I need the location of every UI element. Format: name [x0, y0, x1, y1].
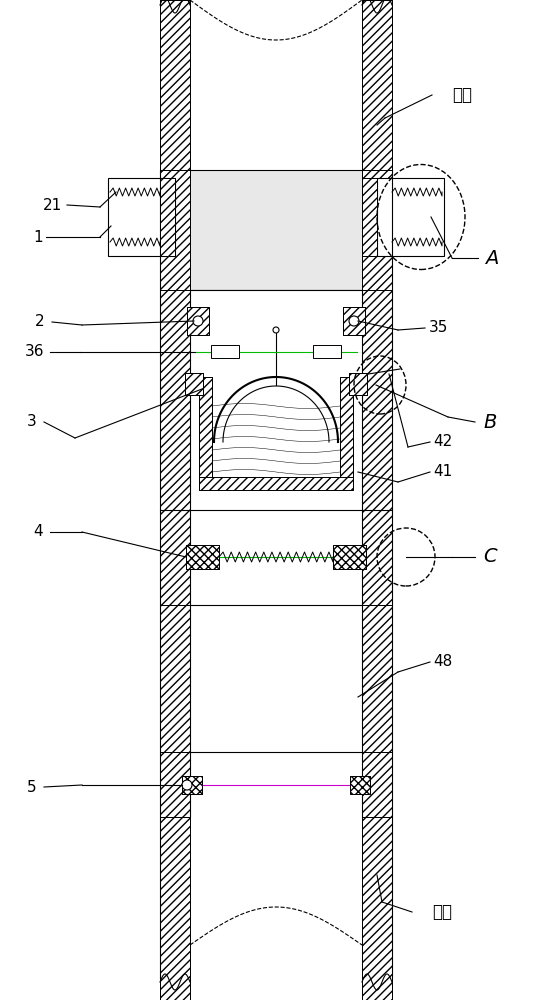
Text: 2: 2 [35, 314, 45, 330]
Bar [182, 776, 202, 794]
Circle shape [273, 327, 279, 333]
Bar [160, 178, 175, 256]
Bar [211, 345, 239, 358]
Bar [362, 178, 377, 256]
Bar [186, 545, 219, 569]
Circle shape [193, 316, 203, 326]
Bar [333, 545, 366, 569]
Bar [343, 307, 365, 335]
Bar [350, 776, 370, 794]
Bar [185, 373, 203, 395]
Bar [160, 290, 190, 510]
Bar [362, 170, 392, 290]
Bar [340, 377, 353, 490]
Text: 41: 41 [434, 464, 452, 480]
Bar [186, 545, 219, 569]
Bar [199, 377, 212, 490]
Bar [349, 373, 367, 395]
Bar [160, 290, 190, 510]
Bar [160, 510, 190, 605]
Text: C: C [483, 548, 497, 566]
Bar [362, 752, 392, 817]
Bar [362, 290, 392, 510]
Text: 35: 35 [429, 320, 448, 336]
Bar [362, 817, 392, 1000]
Bar [199, 477, 353, 490]
Circle shape [182, 780, 192, 790]
Bar [362, 510, 392, 605]
Bar [199, 377, 212, 490]
Bar [182, 776, 202, 794]
Bar [160, 817, 190, 1000]
Bar [190, 605, 362, 752]
Text: B: B [483, 412, 497, 432]
Text: 3: 3 [27, 414, 37, 430]
Bar [160, 0, 190, 170]
Bar [349, 373, 367, 395]
Bar [362, 178, 377, 256]
Bar [190, 0, 362, 170]
Bar [362, 752, 392, 817]
Bar [313, 345, 341, 358]
Bar [190, 817, 362, 1000]
Bar [160, 0, 190, 170]
Text: 4: 4 [33, 524, 43, 540]
Bar [160, 170, 190, 290]
Bar [160, 605, 190, 752]
Text: 42: 42 [434, 434, 452, 450]
Circle shape [349, 316, 359, 326]
Bar [160, 817, 190, 1000]
Bar [185, 373, 203, 395]
Bar [362, 0, 392, 170]
Text: 1: 1 [33, 230, 43, 244]
Bar [340, 377, 353, 490]
Bar [160, 510, 190, 605]
Text: 48: 48 [434, 654, 452, 670]
Bar [160, 752, 190, 817]
Text: 管道: 管道 [432, 903, 452, 921]
Bar [160, 605, 190, 752]
Bar [362, 605, 392, 752]
Text: 36: 36 [25, 344, 45, 360]
Bar [190, 170, 362, 290]
Text: 21: 21 [43, 198, 61, 213]
Bar [377, 178, 444, 256]
Bar [199, 477, 353, 490]
Text: 管道: 管道 [452, 86, 472, 104]
Bar [362, 605, 392, 752]
Bar [187, 307, 209, 335]
Bar [362, 290, 392, 510]
Text: A: A [486, 248, 499, 267]
Bar [160, 178, 175, 256]
Bar [108, 178, 175, 256]
Bar [362, 817, 392, 1000]
Bar [362, 170, 392, 290]
Bar [190, 290, 362, 510]
Bar [343, 307, 365, 335]
Bar [187, 307, 209, 335]
Bar [333, 545, 366, 569]
Bar [160, 752, 190, 817]
Bar [160, 170, 190, 290]
Text: 5: 5 [27, 780, 37, 794]
Bar [350, 776, 370, 794]
Bar [362, 0, 392, 170]
Bar [190, 752, 362, 817]
Bar [190, 510, 362, 605]
Bar [362, 510, 392, 605]
